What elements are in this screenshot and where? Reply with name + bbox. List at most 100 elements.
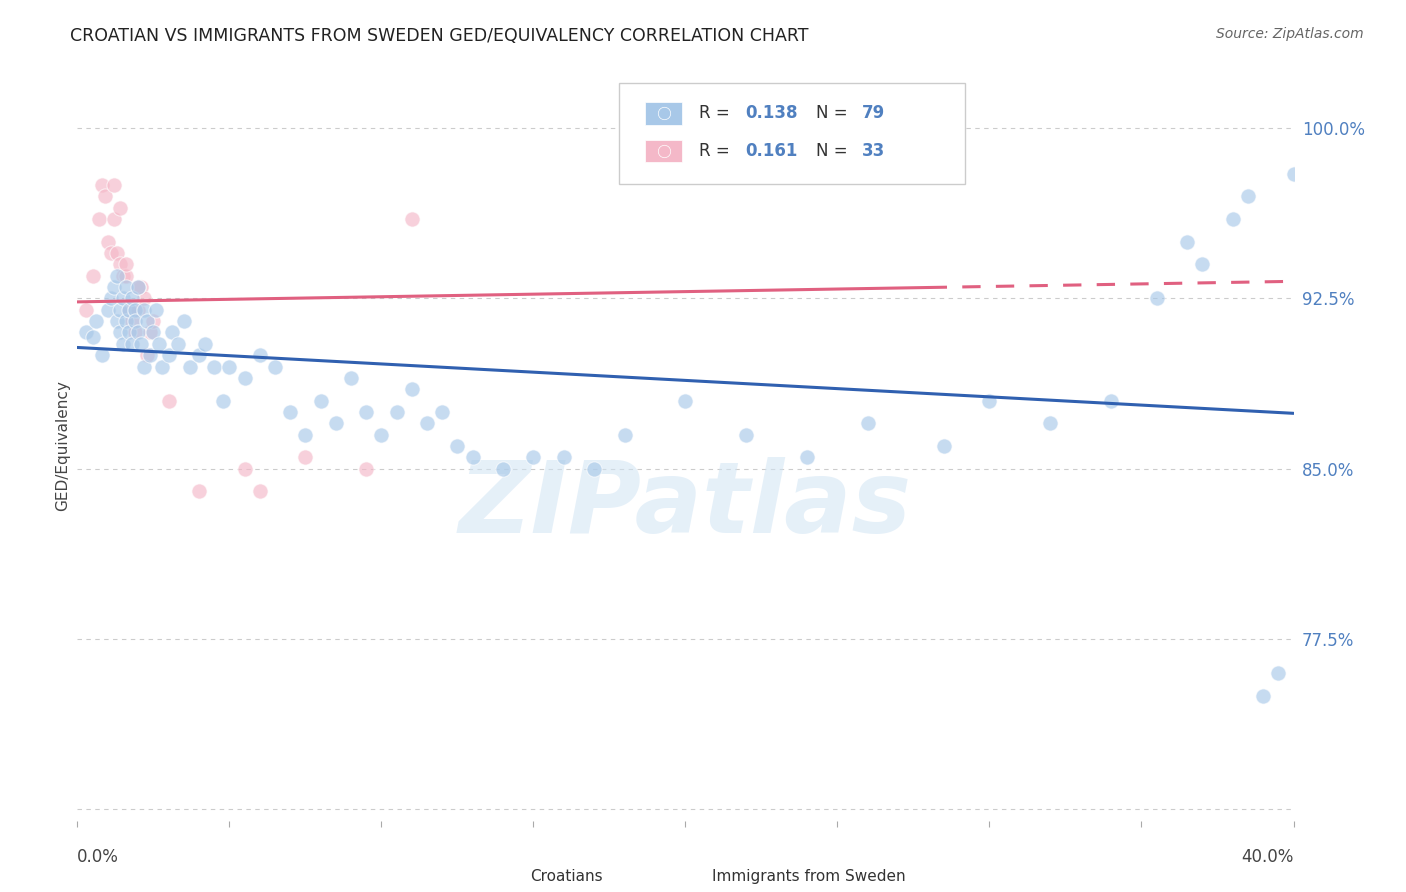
Point xyxy=(522,450,544,465)
Point xyxy=(105,268,128,283)
Point xyxy=(108,326,131,340)
Text: 0.161: 0.161 xyxy=(745,142,797,160)
Point xyxy=(918,121,941,136)
Point xyxy=(188,348,211,362)
Point xyxy=(87,211,110,226)
Point xyxy=(127,280,149,294)
Point xyxy=(84,314,107,328)
Point xyxy=(294,427,316,442)
Point xyxy=(401,211,423,226)
Point xyxy=(127,280,149,294)
Point xyxy=(105,314,128,328)
Point xyxy=(249,348,271,362)
Text: 79: 79 xyxy=(862,104,884,122)
Point xyxy=(121,292,143,306)
Point xyxy=(173,314,195,328)
Point xyxy=(233,371,256,385)
Point xyxy=(735,427,758,442)
Point xyxy=(127,302,149,317)
Point xyxy=(136,314,159,328)
Point xyxy=(134,302,156,317)
Point xyxy=(416,417,439,431)
Point xyxy=(385,405,408,419)
Point xyxy=(108,302,131,317)
Point xyxy=(218,359,240,374)
FancyBboxPatch shape xyxy=(645,102,682,125)
Point xyxy=(675,393,697,408)
Point xyxy=(1267,666,1289,681)
Text: Immigrants from Sweden: Immigrants from Sweden xyxy=(713,869,905,884)
Point xyxy=(82,268,104,283)
Point xyxy=(166,336,188,351)
Point xyxy=(129,280,152,294)
Point xyxy=(136,348,159,362)
Point xyxy=(115,268,138,283)
Point xyxy=(121,314,143,328)
Point xyxy=(103,280,125,294)
Point xyxy=(1175,235,1198,249)
Point xyxy=(249,484,271,499)
Text: ZIPatlas: ZIPatlas xyxy=(458,458,912,555)
Point xyxy=(124,326,146,340)
Point xyxy=(108,257,131,271)
Point xyxy=(142,314,165,328)
Text: 33: 33 xyxy=(862,142,884,160)
Point xyxy=(118,302,141,317)
Point xyxy=(1282,167,1305,181)
Text: N =: N = xyxy=(815,104,852,122)
Point xyxy=(370,427,392,442)
Point xyxy=(139,326,162,340)
Point xyxy=(613,427,636,442)
Point xyxy=(115,314,138,328)
FancyBboxPatch shape xyxy=(619,83,965,184)
Point xyxy=(179,359,201,374)
Point xyxy=(93,189,115,203)
FancyBboxPatch shape xyxy=(661,865,697,887)
Point xyxy=(401,382,423,396)
Point xyxy=(264,359,287,374)
Point xyxy=(202,359,225,374)
Point xyxy=(979,393,1001,408)
Point xyxy=(354,405,377,419)
Point xyxy=(111,292,134,306)
Text: Source: ZipAtlas.com: Source: ZipAtlas.com xyxy=(1216,27,1364,41)
Point xyxy=(75,302,97,317)
Point xyxy=(103,178,125,192)
Point xyxy=(856,417,879,431)
Point xyxy=(111,268,134,283)
Point xyxy=(1099,393,1122,408)
Point xyxy=(97,235,120,249)
Point xyxy=(1191,257,1213,271)
Point xyxy=(108,201,131,215)
Point xyxy=(103,211,125,226)
Point xyxy=(354,461,377,475)
Text: CROATIAN VS IMMIGRANTS FROM SWEDEN GED/EQUIVALENCY CORRELATION CHART: CROATIAN VS IMMIGRANTS FROM SWEDEN GED/E… xyxy=(70,27,808,45)
Point xyxy=(152,359,174,374)
Text: 40.0%: 40.0% xyxy=(1241,848,1294,866)
Point xyxy=(115,280,138,294)
Point xyxy=(553,450,575,465)
Point xyxy=(139,348,162,362)
Point xyxy=(1039,417,1062,431)
Point xyxy=(430,405,453,419)
Point xyxy=(325,417,347,431)
Point xyxy=(129,336,152,351)
Point xyxy=(124,302,146,317)
FancyBboxPatch shape xyxy=(645,139,682,162)
Point xyxy=(233,461,256,475)
Point xyxy=(157,393,180,408)
Point xyxy=(134,359,156,374)
Point xyxy=(100,292,122,306)
Text: R =: R = xyxy=(699,142,735,160)
Text: 0.138: 0.138 xyxy=(745,104,797,122)
Y-axis label: GED/Equivalency: GED/Equivalency xyxy=(55,381,70,511)
Point xyxy=(115,257,138,271)
Point xyxy=(160,326,183,340)
Point xyxy=(309,393,332,408)
Point xyxy=(194,336,217,351)
Point xyxy=(1251,689,1274,703)
Point xyxy=(932,439,955,453)
Point xyxy=(90,178,112,192)
Point xyxy=(127,326,149,340)
Point xyxy=(278,405,301,419)
